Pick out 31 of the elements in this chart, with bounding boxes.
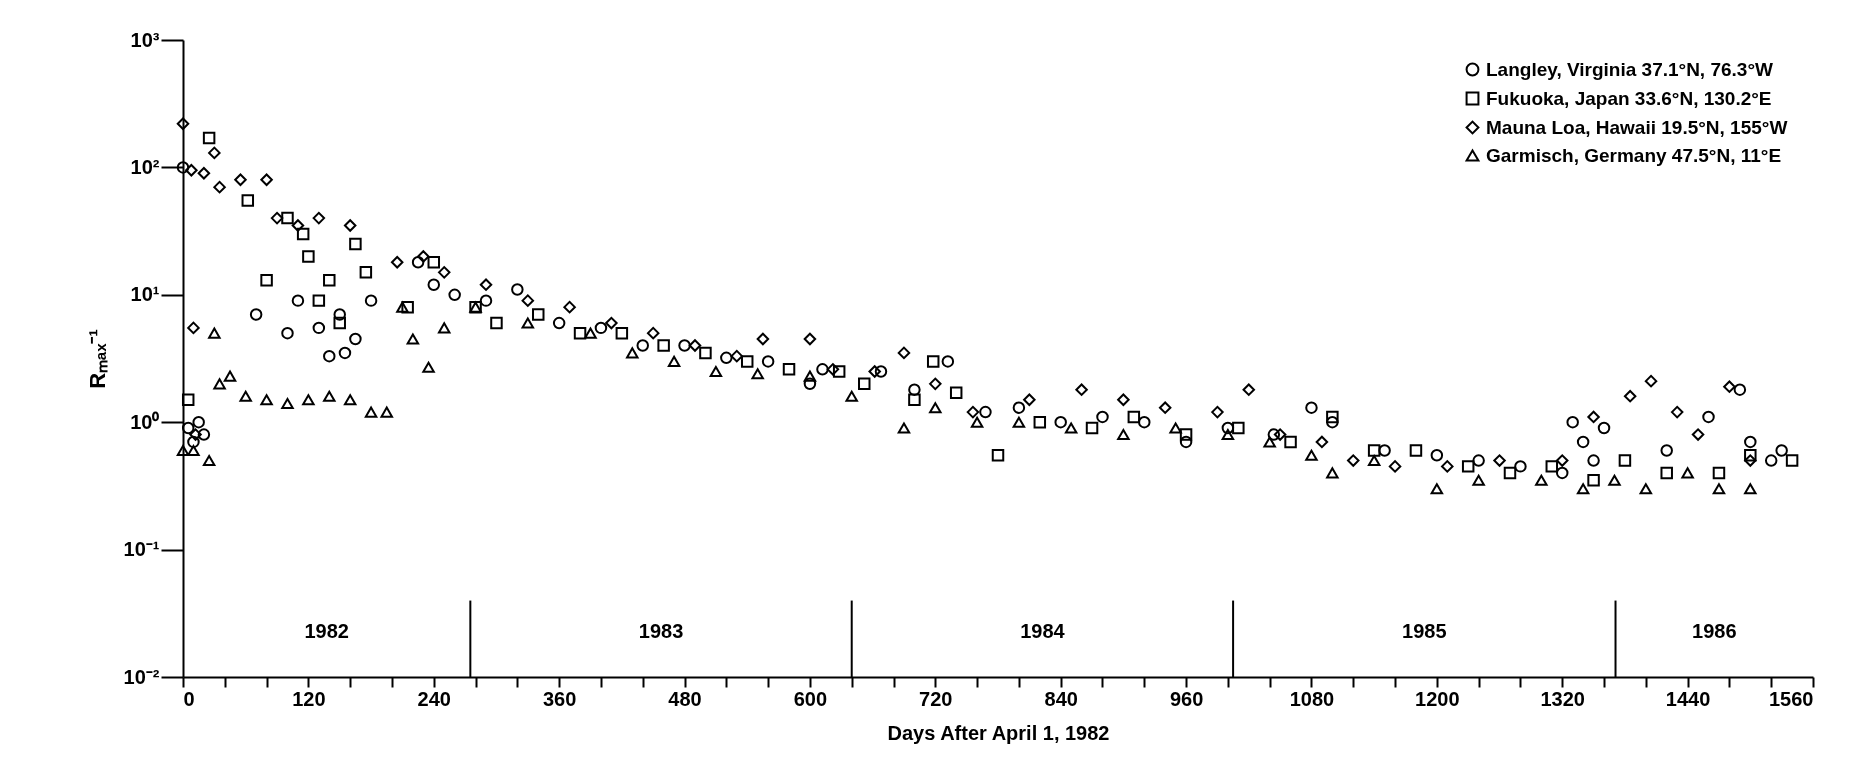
legend-label: Langley, Virginia 37.1°N, 76.3°W: [1486, 58, 1773, 80]
x-tick-label: 480: [668, 687, 702, 710]
x-tick-label: 360: [542, 687, 577, 710]
annotation: 1986: [1692, 620, 1737, 643]
x-tick-label: 120: [292, 687, 326, 710]
y-tick-label: 10²: [130, 155, 160, 178]
x-tick-label: 1080: [1289, 687, 1335, 710]
legend-label: Mauna Loa, Hawaii 19.5°N, 155°W: [1486, 116, 1788, 138]
legend-label: Garmisch, Germany 47.5°N, 11°E: [1486, 144, 1782, 166]
y-tick-label: 10³: [130, 28, 160, 51]
y-tick-label: 10⁻¹: [123, 538, 160, 561]
x-axis-title: Days After April 1, 1982: [887, 721, 1110, 744]
x-tick-label: 600: [793, 687, 828, 710]
legend-label: Fukuoka, Japan 33.6°N, 130.2°E: [1486, 87, 1772, 109]
y-tick-label: 10⁰: [130, 410, 160, 433]
annotation: 1984: [1020, 620, 1066, 643]
x-tick-label: 960: [1169, 687, 1204, 710]
x-tick-label: 240: [417, 687, 451, 710]
x-tick-label: 720: [919, 687, 953, 710]
x-tick-label: 1320: [1540, 687, 1585, 710]
y-tick-label: 10¹: [130, 283, 160, 306]
x-tick-label: 840: [1044, 687, 1078, 710]
y-tick-label: 10⁻²: [123, 665, 160, 688]
annotation: 1985: [1402, 620, 1447, 643]
annotation: 1982: [304, 620, 349, 643]
annotation: 1983: [638, 620, 684, 643]
y-axis-title: Rₘₐₓ⁻¹: [84, 329, 110, 389]
x-tick-label: 1200: [1415, 687, 1460, 710]
x-tick-label: 1560: [1769, 687, 1814, 710]
x-tick-label: 0: [183, 687, 195, 710]
x-tick-label: 1440: [1665, 687, 1711, 710]
